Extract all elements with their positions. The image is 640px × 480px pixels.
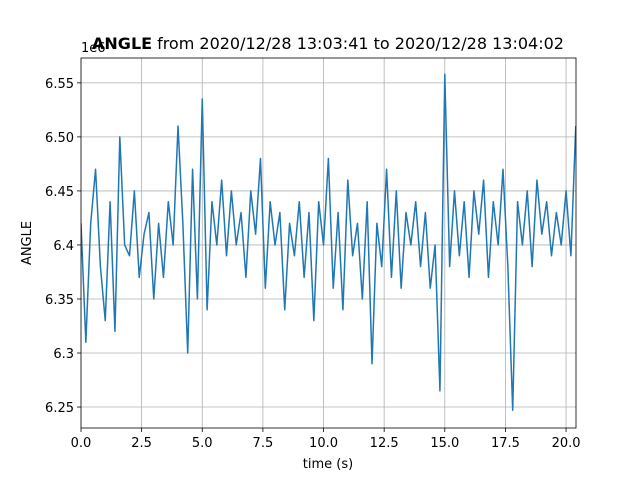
x-tick-label: 2.5	[131, 436, 152, 451]
y-tick-label: 6.25	[45, 401, 74, 416]
x-axis-label: time (s)	[303, 457, 353, 472]
chart-title: ANGLE from 2020/12/28 13:03:41 to 2020/12…	[92, 34, 564, 53]
x-tick-label: 15.0	[430, 436, 459, 451]
x-tick-label: 5.0	[192, 436, 213, 451]
data-line	[81, 73, 576, 412]
y-axis-label: ANGLE	[20, 221, 35, 265]
x-tick-label: 0.0	[71, 436, 92, 451]
y-tick-label: 6.35	[45, 293, 74, 308]
y-tick-label: 6.45	[45, 185, 74, 200]
x-tick-label: 17.5	[491, 436, 520, 451]
title-bold: ANGLE	[92, 34, 152, 53]
offset-text: 1e6	[81, 41, 106, 56]
y-tick-label: 6.50	[45, 131, 74, 146]
title-rest: from 2020/12/28 13:03:41 to 2020/12/28 1…	[157, 34, 564, 53]
plot-area	[81, 58, 576, 428]
axes-frame	[80, 57, 577, 429]
y-tick-label: 6.4	[53, 239, 74, 254]
x-tick-label: 7.5	[253, 436, 274, 451]
x-tick-label: 10.0	[309, 436, 338, 451]
x-tick-label: 12.5	[370, 436, 399, 451]
x-tick-label: 20.0	[552, 436, 581, 451]
y-tick-label: 6.3	[53, 347, 74, 362]
y-tick-label: 6.55	[45, 77, 74, 92]
